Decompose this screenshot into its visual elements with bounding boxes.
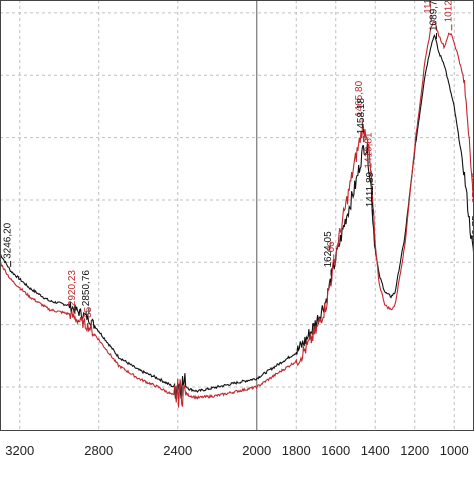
x-tick-label-1600: 1600 [321, 443, 350, 458]
peak-label: 2920,23 [67, 270, 78, 307]
peak-label: 1411,89 [365, 171, 376, 207]
peak-label: 1089,78 [428, 0, 439, 31]
peak-label: 873,75 [471, 172, 474, 203]
x-tick-label-2400: 2400 [163, 443, 192, 458]
grid-lines [0, 0, 474, 430]
x-tick-label-1800: 1800 [282, 443, 311, 458]
peak-label: 1624,05 [323, 231, 334, 268]
x-tick-label-2000: 2000 [242, 443, 271, 458]
x-tick-labels: 3200 2800 2400 2000 1800 1600 1400 1200 1000 [5, 443, 468, 458]
x-tick-label-1000: 1000 [440, 443, 469, 458]
peak-label: 1116,78 [423, 0, 434, 14]
peak-label: 1012,63 [444, 0, 455, 22]
series-line-black [0, 34, 474, 400]
peak-label: 35 [83, 306, 94, 318]
series-group [0, 21, 474, 408]
peak-label: 873,75 [471, 215, 474, 246]
peak-label: 1458,18 [356, 98, 367, 135]
x-tick-label-3200: 3200 [5, 443, 34, 458]
x-tick-label-1200: 1200 [400, 443, 429, 458]
peak-label: 2850,76 [81, 270, 92, 307]
x-tick-label-2800: 2800 [84, 443, 113, 458]
series-line-red [0, 21, 474, 408]
peak-label: 1465,80 [354, 80, 365, 117]
x-tick-label-1400: 1400 [361, 443, 390, 458]
peak-label: 66 [326, 241, 337, 253]
peak-label: 3246,20 [3, 222, 14, 259]
peak-label: 1419,81 [363, 132, 374, 169]
